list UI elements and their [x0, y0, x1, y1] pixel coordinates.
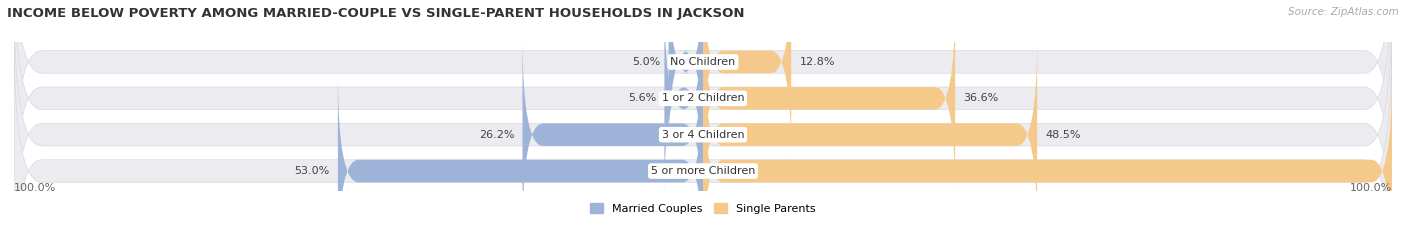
FancyBboxPatch shape — [14, 0, 1392, 233]
Text: 12.8%: 12.8% — [800, 57, 835, 67]
Text: 5 or more Children: 5 or more Children — [651, 166, 755, 176]
FancyBboxPatch shape — [337, 73, 703, 233]
FancyBboxPatch shape — [669, 0, 703, 160]
FancyBboxPatch shape — [14, 0, 1392, 196]
Text: 48.5%: 48.5% — [1046, 130, 1081, 140]
Text: 5.6%: 5.6% — [628, 93, 657, 103]
FancyBboxPatch shape — [523, 37, 703, 233]
Text: 100.0%: 100.0% — [14, 183, 56, 193]
Text: 100.0%: 100.0% — [1350, 183, 1392, 193]
FancyBboxPatch shape — [665, 0, 703, 196]
Text: Source: ZipAtlas.com: Source: ZipAtlas.com — [1288, 7, 1399, 17]
Text: No Children: No Children — [671, 57, 735, 67]
FancyBboxPatch shape — [703, 0, 955, 196]
FancyBboxPatch shape — [14, 37, 1392, 233]
Legend: Married Couples, Single Parents: Married Couples, Single Parents — [586, 199, 820, 218]
Text: 36.6%: 36.6% — [963, 93, 998, 103]
FancyBboxPatch shape — [703, 73, 1392, 233]
Text: 3 or 4 Children: 3 or 4 Children — [662, 130, 744, 140]
Text: 100.0%: 100.0% — [1400, 166, 1406, 176]
Text: 26.2%: 26.2% — [478, 130, 515, 140]
Text: 1 or 2 Children: 1 or 2 Children — [662, 93, 744, 103]
FancyBboxPatch shape — [703, 37, 1038, 233]
FancyBboxPatch shape — [14, 0, 1392, 233]
Text: 5.0%: 5.0% — [633, 57, 661, 67]
Text: 53.0%: 53.0% — [294, 166, 329, 176]
Text: INCOME BELOW POVERTY AMONG MARRIED-COUPLE VS SINGLE-PARENT HOUSEHOLDS IN JACKSON: INCOME BELOW POVERTY AMONG MARRIED-COUPL… — [7, 7, 745, 20]
FancyBboxPatch shape — [703, 0, 792, 160]
